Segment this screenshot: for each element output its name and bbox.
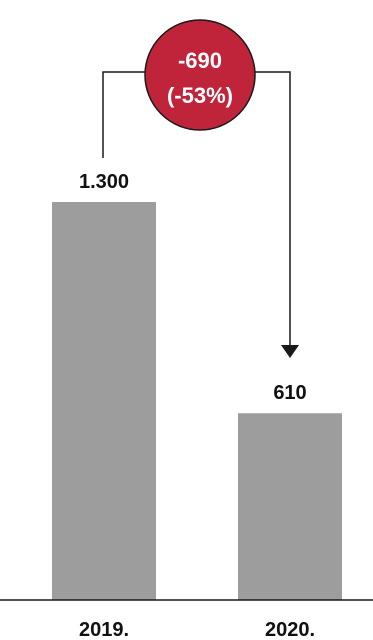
value-label-0: 1.300 <box>79 171 129 193</box>
value-label-1: 610 <box>273 382 306 404</box>
x-tick-labels-group: 2019. 2020. <box>79 619 315 640</box>
value-labels-group: 1.300 610 <box>79 171 307 404</box>
x-tick-label-1: 2020. <box>265 619 315 640</box>
x-tick-label-0: 2019. <box>79 619 129 640</box>
bars-group <box>52 202 342 600</box>
change-annotation: -690 (-53%) <box>102 19 299 358</box>
bar-1 <box>238 413 342 600</box>
change-difference-label: -690 <box>178 48 222 73</box>
change-percent-label: (-53%) <box>167 83 233 108</box>
arrow-head-icon <box>281 345 299 358</box>
bar-0 <box>52 202 156 600</box>
change-badge <box>144 19 256 131</box>
